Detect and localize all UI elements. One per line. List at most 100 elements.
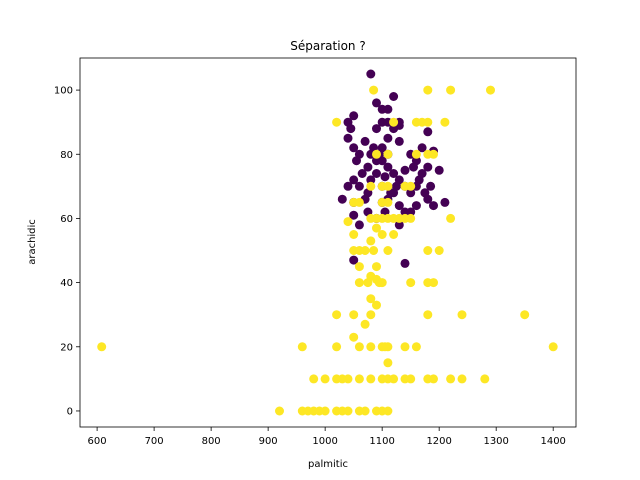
scatter-point xyxy=(429,201,438,211)
scatter-point xyxy=(383,246,393,255)
scatter-point xyxy=(400,165,410,175)
scatter-point xyxy=(383,133,393,143)
scatter-point xyxy=(411,201,421,211)
scatter-point xyxy=(360,246,370,255)
scatter-point xyxy=(434,165,444,175)
scatter-point xyxy=(417,169,427,178)
scatter-point xyxy=(372,223,381,233)
scatter-point xyxy=(343,406,353,416)
x-tick-label: 700 xyxy=(145,436,164,447)
scatter-point xyxy=(409,162,418,172)
scatter-point xyxy=(354,278,364,288)
y-tick-label: 60 xyxy=(60,214,73,225)
scatter-point xyxy=(411,149,421,159)
scatter-point xyxy=(406,213,416,223)
scatter-point xyxy=(349,332,359,342)
scatter-point xyxy=(406,207,416,217)
scatter-point xyxy=(400,342,410,352)
x-tick-label: 800 xyxy=(202,436,221,447)
scatter-point xyxy=(400,258,410,268)
scatter-point xyxy=(434,246,444,255)
scatter-point xyxy=(366,310,376,320)
x-tick-label: 1400 xyxy=(540,436,565,447)
scatter-point xyxy=(346,124,356,134)
scatter-point xyxy=(372,124,381,134)
scatter-point xyxy=(429,149,438,159)
scatter-point xyxy=(354,374,364,384)
scatter-point xyxy=(349,230,359,239)
scatter-point xyxy=(372,300,381,310)
scatter-point xyxy=(366,69,376,79)
scatter-point xyxy=(97,342,107,352)
scatter-point xyxy=(377,230,387,239)
scatter-point xyxy=(372,98,381,108)
scatter-point xyxy=(357,169,367,178)
scatter-point xyxy=(372,169,381,178)
scatter-point xyxy=(349,255,359,265)
scatter-point xyxy=(383,406,393,416)
scatter-point xyxy=(406,374,416,384)
scatter-point xyxy=(406,181,416,191)
scatter-point xyxy=(426,181,436,191)
axes-layer: 600 700 800 900 1000 1100 1200 1300 1400 0 20 40 60 8… xyxy=(54,57,577,447)
scatter-point xyxy=(446,374,456,384)
scatter-point xyxy=(380,342,390,352)
scatter-point xyxy=(423,127,433,137)
scatter-point xyxy=(383,104,393,114)
scatter-point xyxy=(363,278,373,288)
scatter-point xyxy=(337,194,347,204)
x-tick-label: 1000 xyxy=(312,436,337,447)
scatter-point xyxy=(366,175,376,185)
x-tick-label: 1100 xyxy=(369,436,394,447)
scatter-point xyxy=(440,197,450,207)
scatter-point xyxy=(354,197,364,207)
scatter-point xyxy=(389,169,399,178)
x-tick-label: 1200 xyxy=(426,436,451,447)
scatter-point xyxy=(377,278,387,288)
scatter-point xyxy=(383,358,393,368)
scatter-point xyxy=(480,374,490,384)
scatter-point xyxy=(420,188,430,198)
scatter-point xyxy=(320,406,330,416)
scatter-point xyxy=(349,143,359,153)
scatter-point xyxy=(354,342,364,352)
y-tick-label: 40 xyxy=(60,278,73,289)
y-tick-label: 20 xyxy=(60,342,73,353)
scatter-point xyxy=(406,278,416,288)
y-axis-label: arachidic xyxy=(27,219,38,265)
scatter-point xyxy=(389,374,399,384)
x-tick-label: 900 xyxy=(259,436,278,447)
scatter-point xyxy=(332,342,342,352)
scatter-point xyxy=(343,133,353,143)
scatter-point xyxy=(440,117,450,127)
scatter-point xyxy=(320,374,330,384)
x-axis-label: palmitic xyxy=(308,459,348,470)
x-tick-label: 600 xyxy=(88,436,107,447)
scatter-point xyxy=(423,246,433,255)
scatter-point xyxy=(332,310,342,320)
scatter-point xyxy=(360,319,370,329)
points-layer xyxy=(97,69,558,416)
scatter-point xyxy=(423,162,433,172)
scatter-point xyxy=(423,117,433,127)
scatter-point xyxy=(383,181,393,191)
scatter-point xyxy=(383,197,393,207)
scatter-point xyxy=(394,220,404,230)
scatter-point xyxy=(297,342,307,352)
scatter-point xyxy=(349,310,359,320)
scatter-point xyxy=(372,149,381,159)
scatter-point xyxy=(343,374,353,384)
scatter-point xyxy=(391,181,401,191)
x-tick-label: 1300 xyxy=(483,436,508,447)
scatter-point xyxy=(406,188,416,198)
scatter-point xyxy=(457,310,467,320)
scatter-point xyxy=(446,213,456,223)
scatter-point xyxy=(389,117,399,127)
scatter-point xyxy=(275,406,284,416)
scatter-point xyxy=(423,85,433,95)
scatter-point xyxy=(394,201,404,211)
chart-title: Séparation ? xyxy=(290,39,365,53)
scatter-point xyxy=(383,162,393,172)
